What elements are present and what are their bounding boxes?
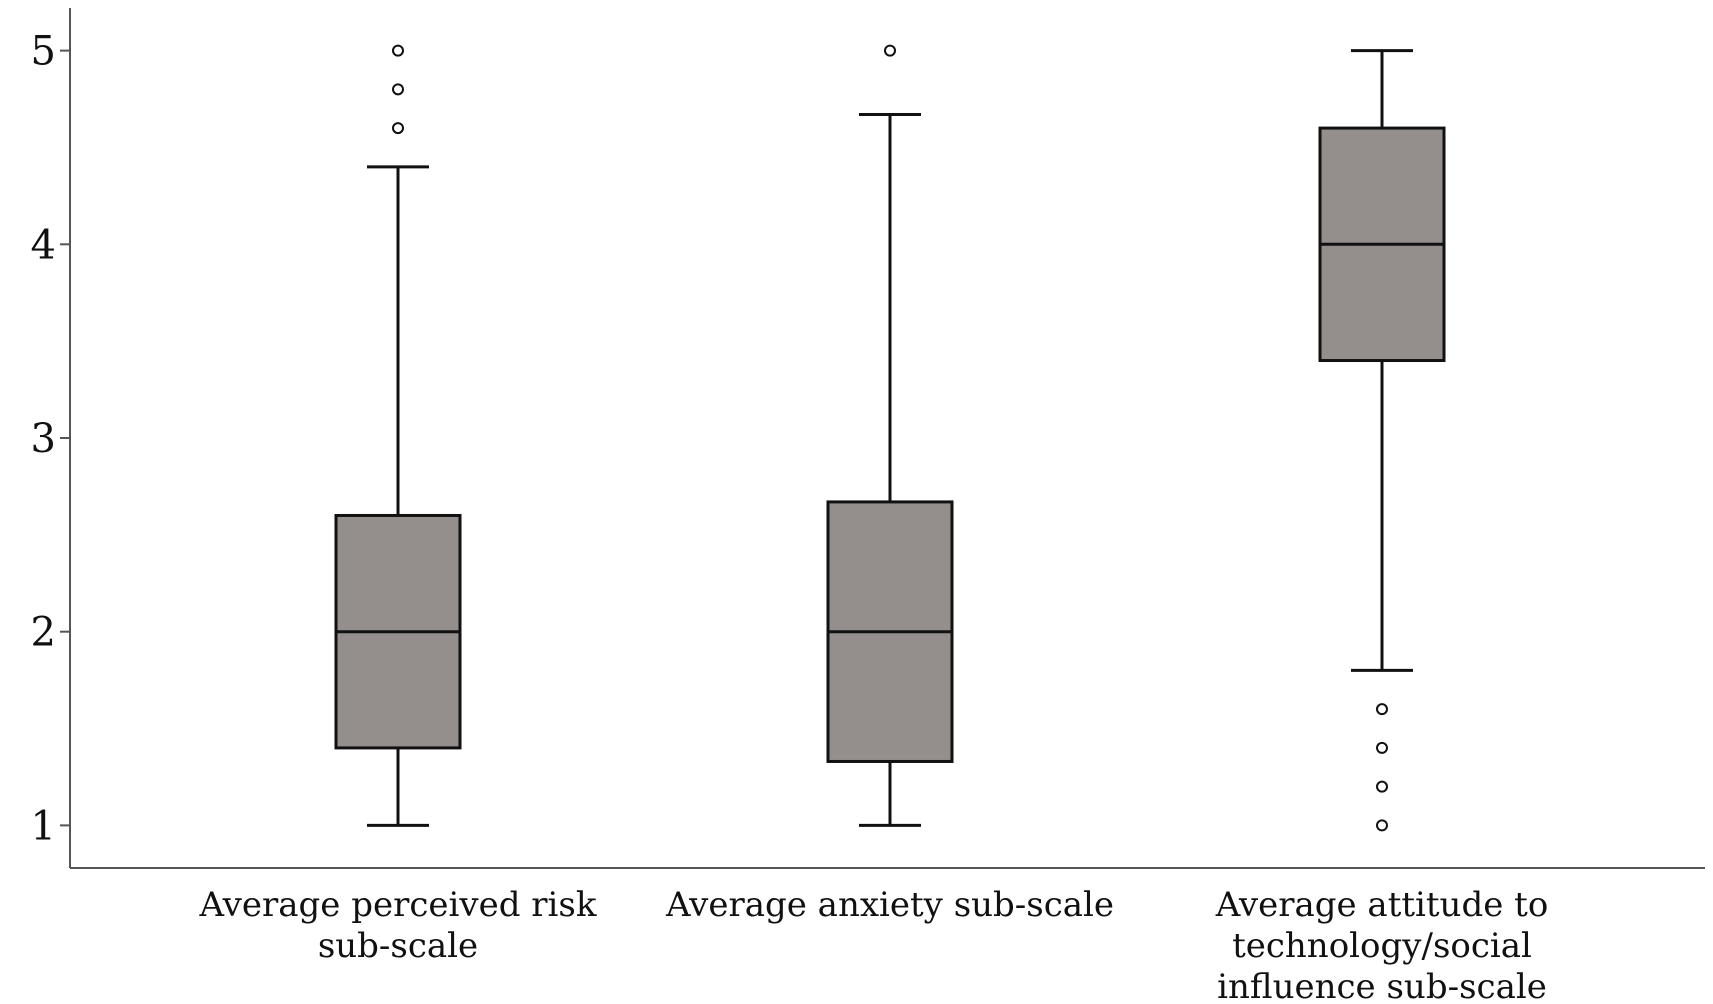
outlier-point [392,83,404,96]
category-label: Average attitude to [1215,885,1549,925]
outlier-point [392,44,404,57]
outlier-point [1376,703,1388,716]
y-tick-label: 5 [31,29,56,75]
outlier-point [884,44,896,57]
category-label: sub-scale [318,926,478,966]
outlier-point [392,122,404,135]
category-label: Average perceived risk [199,885,597,925]
y-tick-label: 3 [31,416,56,462]
outlier-point [1376,819,1388,832]
category-label: technology/social [1232,926,1532,966]
category-label: Average anxiety sub-scale [665,885,1114,925]
y-tick-label: 1 [31,803,56,849]
category-label: influence sub-scale [1217,967,1547,1004]
y-tick-label: 2 [31,610,56,656]
outlier-point [1376,780,1388,793]
outlier-point [1376,741,1388,754]
y-tick-label: 4 [31,222,56,268]
